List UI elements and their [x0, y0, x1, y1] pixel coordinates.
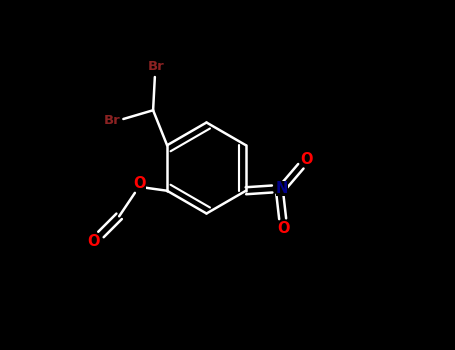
Text: O: O — [87, 234, 100, 249]
Text: O: O — [134, 176, 146, 190]
Text: O: O — [277, 221, 289, 236]
Text: Br: Br — [148, 60, 165, 73]
Text: N: N — [276, 181, 288, 196]
Text: O: O — [300, 153, 313, 167]
Text: Br: Br — [104, 114, 121, 127]
